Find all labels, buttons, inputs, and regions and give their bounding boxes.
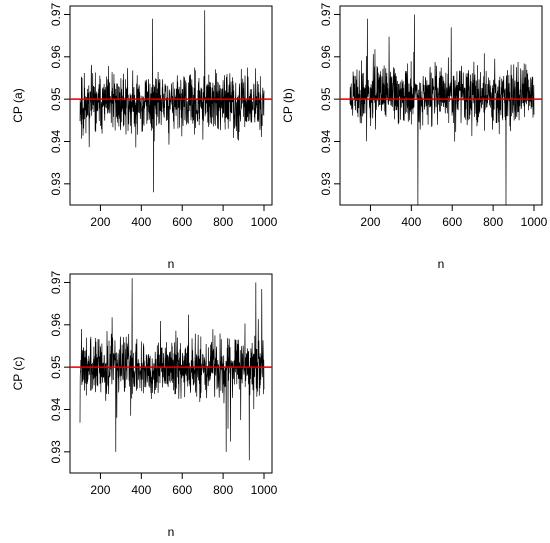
y-tick-label: 0.97 bbox=[49, 2, 63, 26]
x-tick-label: 200 bbox=[360, 215, 380, 229]
series-line bbox=[79, 10, 265, 193]
x-tick-label: 1000 bbox=[521, 215, 548, 229]
y-tick-label: 0.94 bbox=[49, 397, 63, 421]
panel-1: 200 400 600 800 1000 0.93 0.94 0.95 0.96 0.97 n CP … bbox=[11, 2, 277, 271]
y-tick-label: 0.96 bbox=[49, 313, 63, 337]
series-line bbox=[79, 278, 265, 461]
y-tick-label: 0.95 bbox=[49, 87, 63, 111]
x-tick-label: 600 bbox=[172, 215, 192, 229]
y-tick-label: 0.95 bbox=[319, 87, 333, 111]
panel-2: 200 400 600 800 1000 0.93 0.94 0.95 0.96 0.97 n CP … bbox=[281, 2, 547, 271]
y-tick-label: 0.97 bbox=[49, 270, 63, 294]
x-axis-title: n bbox=[168, 525, 175, 539]
y-tick-label: 0.93 bbox=[49, 440, 63, 464]
y-axis-title: CP (b) bbox=[281, 88, 295, 122]
x-tick-label: 800 bbox=[213, 483, 233, 497]
x-tick-label: 200 bbox=[90, 215, 110, 229]
x-tick-label: 200 bbox=[90, 483, 110, 497]
y-axis-title: CP (a) bbox=[11, 88, 25, 122]
y-tick-label: 0.97 bbox=[319, 2, 333, 26]
panel-3: 200 400 600 800 1000 0.93 0.94 0.95 0.96 0.97 n CP … bbox=[11, 270, 277, 539]
y-tick-label: 0.96 bbox=[49, 45, 63, 69]
x-tick-label: 800 bbox=[213, 215, 233, 229]
y-tick-label: 0.96 bbox=[319, 45, 333, 69]
x-tick-label: 800 bbox=[483, 215, 503, 229]
plot-frame bbox=[339, 5, 543, 206]
y-tick-label: 0.95 bbox=[49, 355, 63, 379]
x-tick-label: 1000 bbox=[251, 215, 278, 229]
plot-frame bbox=[69, 5, 273, 206]
x-tick-label: 400 bbox=[131, 215, 151, 229]
y-tick-label: 0.94 bbox=[49, 129, 63, 153]
series-line bbox=[349, 14, 535, 206]
x-tick-label: 1000 bbox=[251, 483, 278, 497]
x-tick-label: 400 bbox=[131, 483, 151, 497]
y-axis-title: CP (c) bbox=[11, 357, 25, 391]
x-tick-label: 400 bbox=[401, 215, 421, 229]
x-tick-label: 600 bbox=[442, 215, 462, 229]
x-axis-title: n bbox=[438, 257, 445, 271]
x-tick-label: 600 bbox=[172, 483, 192, 497]
y-tick-label: 0.93 bbox=[49, 172, 63, 196]
plot-frame bbox=[69, 273, 273, 474]
y-tick-label: 0.94 bbox=[319, 129, 333, 153]
x-axis-title: n bbox=[168, 257, 175, 271]
y-tick-label: 0.93 bbox=[319, 172, 333, 196]
